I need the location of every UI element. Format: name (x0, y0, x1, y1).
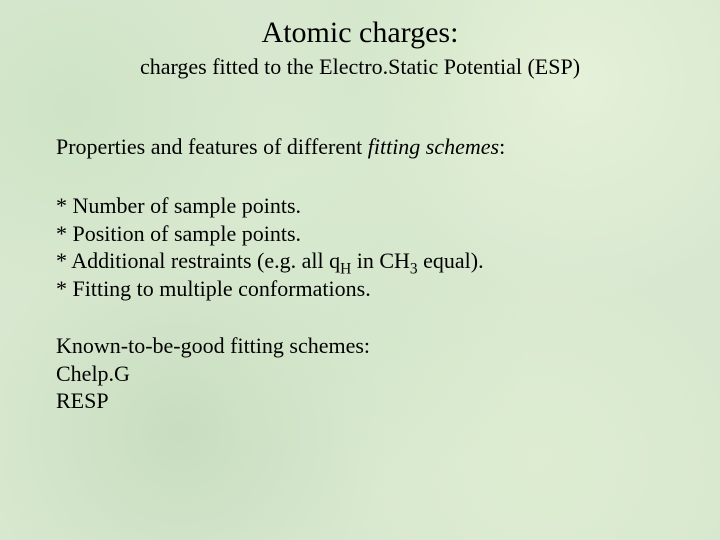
known-item: Chelp.G (56, 360, 370, 388)
intro-suffix: : (499, 134, 505, 159)
bullet-list: * Number of sample points. * Position of… (56, 192, 484, 302)
bullet-item: * Position of sample points. (56, 220, 484, 248)
bullet-item: * Additional restraints (e.g. all qH in … (56, 247, 484, 275)
intro-line: Properties and features of different fit… (56, 134, 505, 160)
intro-emph: fitting schemes (368, 134, 499, 159)
bullet-item: * Fitting to multiple conformations. (56, 275, 484, 303)
subscript: 3 (410, 260, 418, 277)
bullet-item: * Number of sample points. (56, 192, 484, 220)
bullet-text: equal). (418, 248, 484, 273)
intro-prefix: Properties and features of different (56, 134, 368, 159)
slide-title: Atomic charges: (0, 16, 720, 50)
bullet-text: * Additional restraints (e.g. all q (56, 248, 340, 273)
slide-subtitle: charges fitted to the Electro.Static Pot… (0, 54, 720, 80)
slide: Atomic charges: charges fitted to the El… (0, 0, 720, 540)
known-schemes: Known-to-be-good fitting schemes: Chelp.… (56, 332, 370, 415)
bullet-text: in CH (351, 248, 410, 273)
known-item: RESP (56, 387, 370, 415)
known-heading: Known-to-be-good fitting schemes: (56, 332, 370, 360)
